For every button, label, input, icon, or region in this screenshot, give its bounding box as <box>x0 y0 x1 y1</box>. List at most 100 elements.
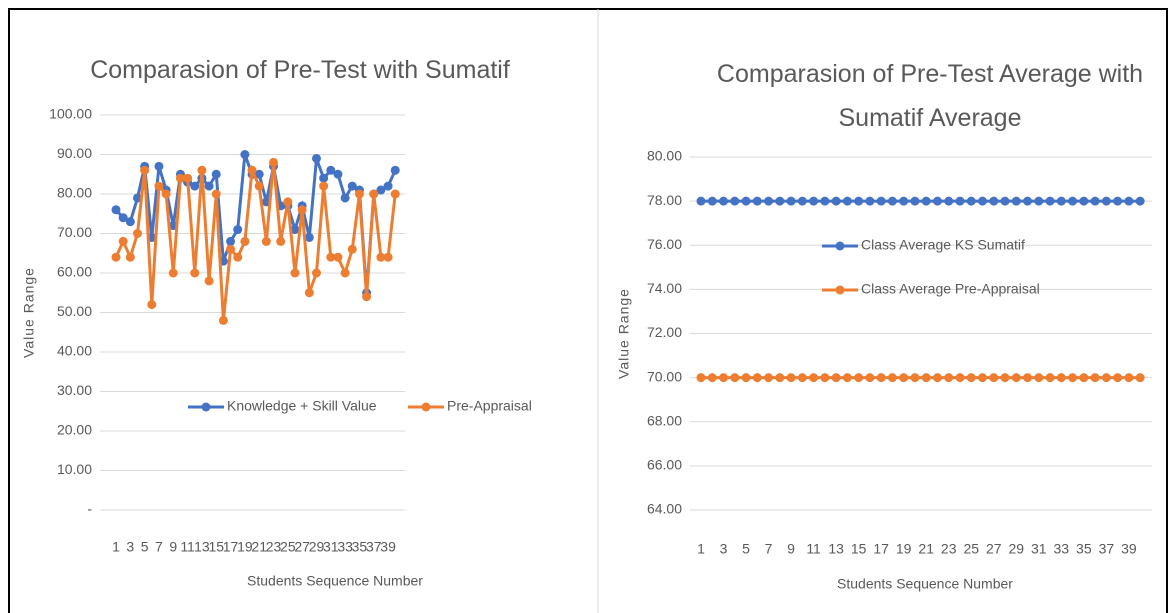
point <box>276 236 286 246</box>
point <box>786 196 796 206</box>
point <box>311 153 321 163</box>
x-tick-label: 15 <box>208 539 224 555</box>
point <box>978 373 987 383</box>
point <box>730 196 740 206</box>
point <box>326 165 336 175</box>
point <box>168 268 178 278</box>
x-tick-label: 17 <box>873 541 889 557</box>
x-tick-label: 5 <box>742 541 750 557</box>
y-tick-label: 40.00 <box>57 343 92 359</box>
x-tick-label: 13 <box>194 539 210 555</box>
point <box>1090 196 1100 206</box>
x-tick-label: 7 <box>765 541 773 557</box>
point <box>190 181 200 191</box>
point <box>876 373 886 383</box>
point <box>1101 196 1111 206</box>
point <box>347 181 357 191</box>
point <box>390 165 400 175</box>
point <box>842 373 852 383</box>
point <box>175 173 185 183</box>
legend-label: Knowledge + Skill Value <box>227 398 377 414</box>
point <box>183 173 193 183</box>
point <box>955 373 965 383</box>
x-tick-label: 33 <box>337 539 353 555</box>
y-tick-label: 76.00 <box>647 236 682 252</box>
point <box>1011 196 1021 206</box>
y-tick-label: 66.00 <box>647 457 682 473</box>
point <box>132 193 142 203</box>
point <box>797 196 807 206</box>
point <box>1000 373 1010 383</box>
x-tick-label: 15 <box>851 541 867 557</box>
point <box>1056 373 1066 383</box>
x-tick-label: 19 <box>237 539 253 555</box>
y-tick-label: 80.00 <box>57 185 92 201</box>
point <box>1056 196 1066 206</box>
x-tick-label: 21 <box>918 541 934 557</box>
y-tick-label: 90.00 <box>57 145 92 161</box>
point <box>261 236 271 246</box>
point <box>211 169 221 179</box>
point <box>304 232 314 242</box>
y-tick-label: 10.00 <box>57 461 92 477</box>
legend-marker <box>201 402 211 412</box>
point <box>820 373 830 383</box>
point <box>161 189 171 199</box>
x-tick-label: 23 <box>266 539 282 555</box>
point <box>719 196 729 206</box>
legend-marker <box>835 241 845 251</box>
point <box>707 196 717 206</box>
point <box>696 373 706 383</box>
point <box>247 165 257 175</box>
y-tick-label: 100.00 <box>49 106 92 122</box>
point <box>383 181 393 191</box>
point <box>304 288 314 298</box>
outer-border <box>8 8 1168 613</box>
point <box>966 196 976 206</box>
x-tick-label: 1 <box>112 539 120 555</box>
point <box>204 276 214 286</box>
x-tick-label: 23 <box>941 541 957 557</box>
point <box>831 196 841 206</box>
x-tick-label: 39 <box>380 539 396 555</box>
point <box>226 244 236 254</box>
x-tick-label: 5 <box>141 539 149 555</box>
x-tick-label: 37 <box>1099 541 1115 557</box>
point <box>865 373 875 383</box>
point <box>921 196 931 206</box>
point <box>311 268 321 278</box>
legend-label: Class Average KS Sumatif <box>861 237 1025 253</box>
y-tick-label: 68.00 <box>647 412 682 428</box>
point <box>1045 373 1055 383</box>
point <box>854 196 864 206</box>
point <box>226 236 236 246</box>
x-tick-label: 37 <box>366 539 382 555</box>
point <box>1124 196 1134 206</box>
point <box>1079 373 1089 383</box>
x-axis-label: Students Sequence Number <box>837 576 1013 592</box>
x-tick-label: 39 <box>1121 541 1137 557</box>
chart-title: Comparasion of Pre-Test Average with Sum… <box>716 60 1144 132</box>
legend-marker <box>835 285 845 295</box>
point <box>383 252 393 262</box>
y-axis-label: Value Range <box>616 288 632 379</box>
point <box>764 373 774 383</box>
x-tick-label: 29 <box>1008 541 1024 557</box>
y-axis-label: Value Range <box>21 267 37 358</box>
point <box>1000 196 1010 206</box>
x-tick-label: 19 <box>896 541 912 557</box>
point <box>1023 196 1033 206</box>
point <box>842 196 852 206</box>
x-axis-label: Students Sequence Number <box>247 573 423 589</box>
point <box>125 252 135 262</box>
point <box>1090 373 1100 383</box>
point <box>707 373 717 383</box>
point <box>283 197 293 207</box>
point <box>1034 373 1044 383</box>
x-tick-label: 35 <box>1076 541 1092 557</box>
point <box>1068 196 1078 206</box>
point <box>944 196 954 206</box>
point <box>147 300 157 310</box>
x-tick-label: 31 <box>323 539 339 555</box>
point <box>1135 196 1145 206</box>
